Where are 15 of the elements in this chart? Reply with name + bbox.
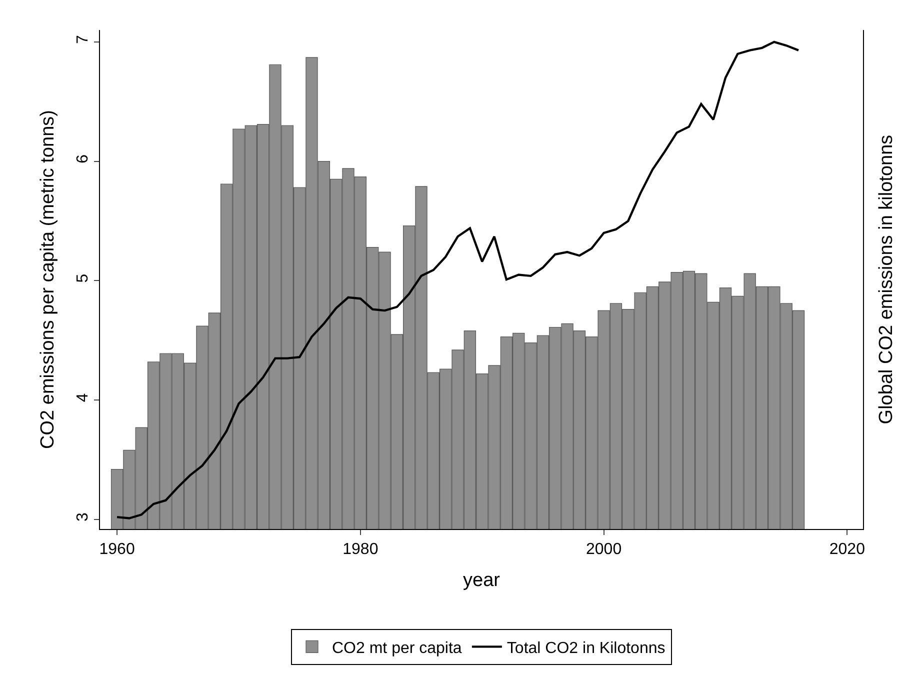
x-tick-label: 1980 [342, 541, 378, 558]
y-tick-label: 5 [74, 274, 92, 283]
legend-label: Total CO2 in Kilotonns [506, 640, 666, 657]
x-axis-title: year [463, 570, 501, 591]
y-tick-label: 3 [74, 512, 92, 522]
y2-axis-title: Global CO2 emissions in kilotonns [876, 134, 897, 424]
y-axis-title: CO2 emissions per capita (metric tonns) [37, 110, 58, 449]
x-tick-label: 2020 [829, 541, 866, 558]
y-tick-label: 4 [74, 393, 92, 402]
y-tick-label: 6 [74, 154, 92, 164]
legend-label: CO2 mt per capita [332, 640, 462, 657]
x-tick-label: 2000 [586, 541, 622, 558]
y-tick-label: 7 [74, 34, 92, 44]
line-series [116, 40, 800, 520]
x-tick-label: 1960 [99, 541, 135, 558]
